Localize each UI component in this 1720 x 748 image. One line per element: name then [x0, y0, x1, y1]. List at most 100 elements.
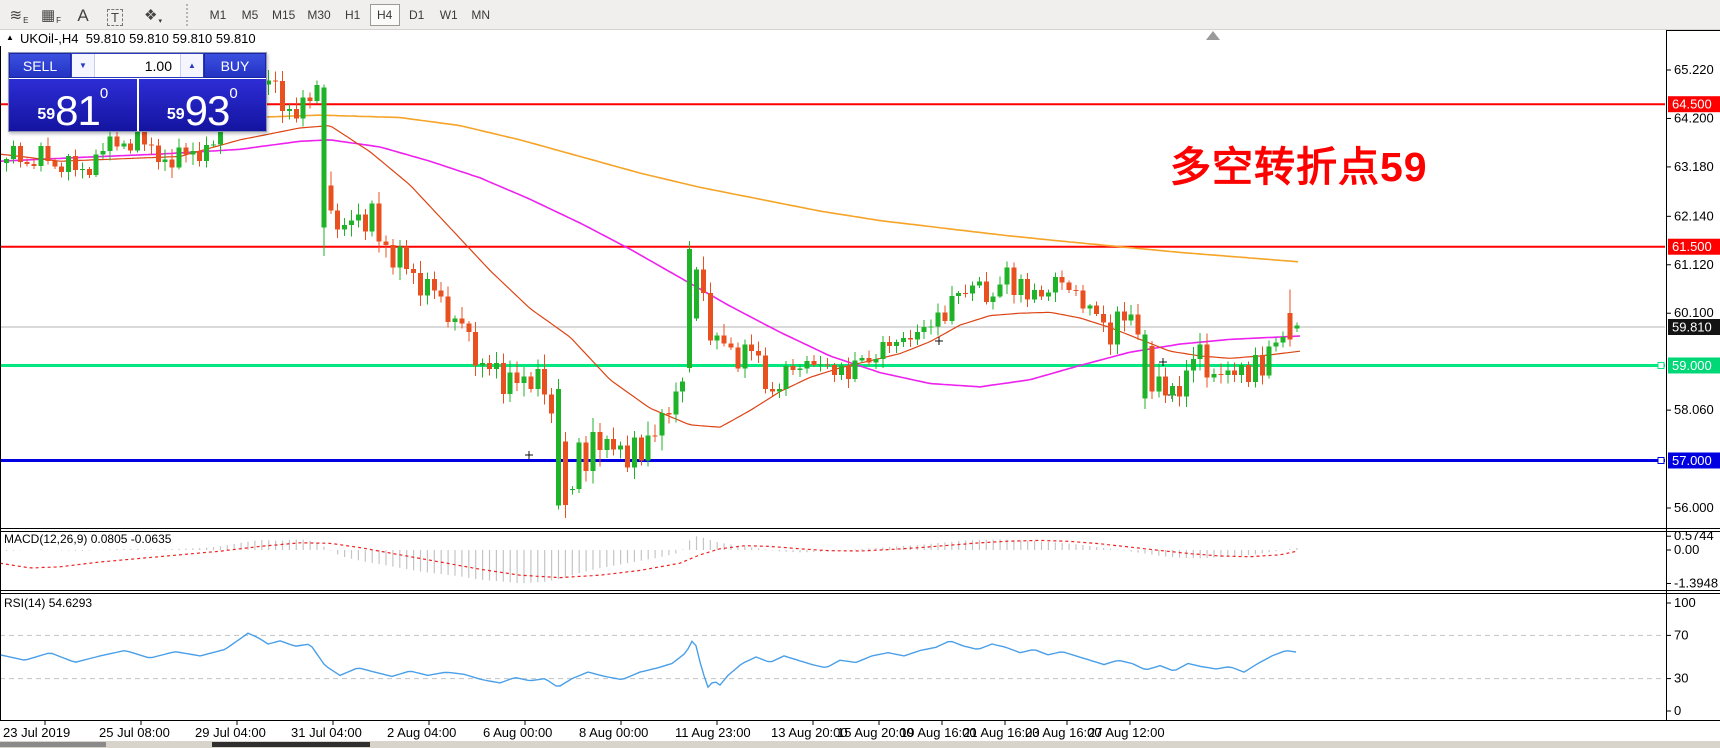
tf-button-h4[interactable]: H4 [369, 3, 400, 26]
candle-body [942, 312, 948, 322]
support-57000-handle[interactable] [1657, 456, 1665, 464]
tf-button-w1[interactable]: W1 [439, 7, 458, 22]
candle-body [838, 365, 844, 375]
candle-body [804, 361, 810, 369]
tf-button-m5[interactable]: M5 [241, 7, 259, 22]
tf-button-m1[interactable]: M1 [209, 7, 227, 22]
candle-body [1218, 374, 1224, 376]
text-label-icon[interactable]: A [77, 5, 89, 25]
candle-body [397, 246, 403, 268]
sell-price-big: 81 [55, 86, 101, 134]
price-tick-label: 64.200 [1674, 110, 1714, 125]
bid-price-line-badge [1668, 319, 1720, 336]
bottom-tab-1[interactable] [0, 742, 106, 747]
chart-shift-marker-icon [1206, 31, 1220, 40]
candle-body [652, 435, 658, 437]
rsi-tick-label: 30 [1674, 671, 1688, 686]
candle-body [576, 442, 582, 489]
pivot-59000-badge [1668, 357, 1720, 374]
sell-quote[interactable]: 59 81 0 [9, 79, 137, 131]
candle-body [31, 163, 37, 167]
candle-body [1032, 290, 1038, 300]
rsi-line [1, 632, 1297, 689]
tf-button-h1[interactable]: H1 [345, 7, 361, 22]
candle-body [24, 161, 30, 164]
candle-body [45, 146, 51, 161]
price-tick-label: 61.120 [1674, 257, 1714, 272]
tf-button-m30[interactable]: M30 [307, 7, 331, 22]
bottom-tab-2[interactable] [212, 742, 370, 747]
macd-tick-label: 0.5744 [1674, 528, 1714, 543]
candle-body [107, 136, 113, 151]
candle-body [673, 391, 679, 415]
candle-body [459, 318, 465, 324]
candle-body [452, 318, 458, 322]
time-tick-label: 23 Aug 16:00 [1025, 725, 1102, 740]
candle-body [1197, 344, 1203, 359]
candle-body [142, 131, 147, 145]
tf-button-mn[interactable]: MN [471, 7, 491, 22]
candle-body [901, 338, 906, 343]
candle-body [314, 84, 320, 102]
candle-body [1163, 376, 1169, 396]
chart-annotation[interactable]: 多空转折点59 [1170, 144, 1428, 190]
time-tick-label: 8 Aug 00:00 [579, 725, 648, 740]
volume-increase-icon[interactable]: ▲ [181, 54, 203, 77]
macd-label: MACD(12,26,9) 0.0805 -0.0635 [4, 532, 172, 546]
price-axis[interactable]: 65.220 64.200 63.180 62.140 61.120 60.100 58.0… [1666, 62, 1720, 718]
candle-body [825, 364, 831, 366]
time-tick-label: 23 Jul 2019 [3, 725, 70, 740]
candle-body [383, 241, 389, 246]
macd-layer [1, 536, 1298, 584]
candle-body [894, 342, 900, 347]
candle-body [100, 150, 106, 155]
candle-body [1087, 305, 1093, 309]
text-box-icon[interactable]: T [102, 4, 128, 26]
candle-body [328, 185, 334, 211]
candle-body [611, 439, 617, 450]
candle-body [721, 335, 727, 344]
candle-body [1232, 370, 1238, 375]
candle-body [631, 437, 637, 468]
tf-button-m15[interactable]: M15 [272, 7, 296, 22]
toolbar: ≋ E ▦ F A T ❖ ▾ M1 M5 M15 M30 H1 H4 D1 W1 M… [0, 0, 1720, 30]
candle-body [431, 279, 437, 291]
shapes-icon[interactable]: ❖ ▾ [144, 6, 162, 25]
panel-collapse-icon[interactable]: ▲ [6, 33, 14, 42]
candle-body [183, 147, 189, 155]
candle-body [638, 437, 644, 461]
buy-quote[interactable]: 59 93 0 [138, 79, 266, 131]
candle-body [845, 365, 851, 380]
volume-decrease-icon[interactable]: ▼ [72, 54, 94, 77]
buy-button[interactable]: BUY [204, 53, 266, 78]
candle-body [1121, 311, 1127, 321]
candle-body [1190, 358, 1196, 371]
candle-body [1149, 346, 1155, 392]
time-tick-label: 15 Aug 20:00 [837, 725, 914, 740]
time-axis[interactable]: 23 Jul 2019 25 Jul 08:00 29 Jul 04:00 31 Ju… [3, 720, 1165, 740]
tf-button-d1[interactable]: D1 [409, 7, 425, 22]
rsi-tick-label: 0 [1674, 703, 1681, 718]
candle-body [1039, 290, 1044, 297]
candle-body [604, 439, 610, 451]
pivot-59000-handle[interactable] [1657, 361, 1665, 369]
candle-body [4, 159, 9, 164]
candle-body [873, 359, 879, 363]
sell-button[interactable]: SELL [9, 53, 71, 78]
candle-body [79, 168, 85, 170]
price-tick-label: 60.100 [1674, 305, 1714, 320]
time-tick-label: 19 Aug 16:00 [900, 725, 977, 740]
candle-body [1094, 305, 1100, 314]
candle-body [1211, 374, 1217, 378]
macd-values: 0.0805 -0.0635 [90, 532, 172, 546]
fibonacci-grid-icon[interactable]: ▦ F [40, 6, 62, 25]
volume-input[interactable]: 1.00 [94, 54, 181, 77]
bid-price-line-badge-label: 59.810 [1672, 320, 1712, 335]
indicator-list-icon[interactable]: ≋ E [9, 6, 29, 25]
candle-body [300, 97, 306, 119]
resistance-61500-badge-label: 61.500 [1672, 239, 1712, 254]
rsi-tick-label: 70 [1674, 627, 1688, 642]
candle-body [1080, 290, 1086, 309]
candle-body [949, 296, 955, 322]
